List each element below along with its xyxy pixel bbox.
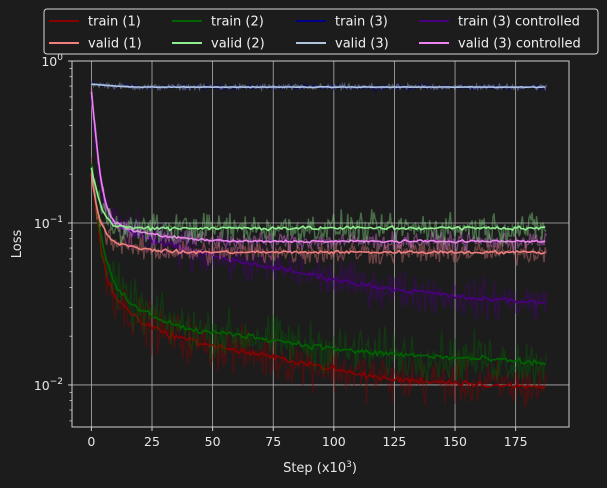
legend-label: valid (3) [335,37,389,52]
x-tick-label: 125 [383,434,407,449]
x-tick-label: 75 [265,434,281,449]
series-raw-line [90,97,547,321]
series-line [90,163,546,367]
grid-lines [72,61,569,427]
axis-ticks: 0 25 50 75 100 125 150 175 100 10−1 10−2 [34,53,528,449]
legend-label: valid (3) controlled [458,37,581,52]
series-line [91,83,546,89]
legend-label: train (1) [88,15,141,30]
series-lines [90,79,547,410]
x-tick-label: 50 [205,434,221,449]
series-line [90,173,546,255]
legend-label: valid (1) [88,37,142,52]
y-tick-label: 100 [41,53,63,69]
x-tick-label: 25 [144,434,160,449]
legend: train (1) valid (1) train (2) valid (2) trai… [43,8,599,55]
series-line [90,97,546,306]
legend-label: train (3) [335,15,388,30]
series-raw-line [90,165,547,247]
legend-label: train (3) controlled [458,15,580,30]
x-tick-label: 150 [443,434,467,449]
series-line [90,91,546,244]
x-tick-label: 175 [504,434,528,449]
y-tick-label: 10−2 [34,377,63,393]
y-tick-label: 10−1 [34,215,63,231]
series-line [90,165,546,390]
x-tick-label: 100 [322,434,346,449]
series-raw-line [90,156,547,410]
plot-frame [71,60,570,428]
x-axis-label: Step (x103) [283,460,357,476]
series-line [90,167,546,232]
x-tick-label: 0 [87,434,95,449]
y-axis-label: Loss [10,230,25,259]
legend-label: valid (2) [211,37,265,52]
legend-label: train (2) [211,15,264,30]
